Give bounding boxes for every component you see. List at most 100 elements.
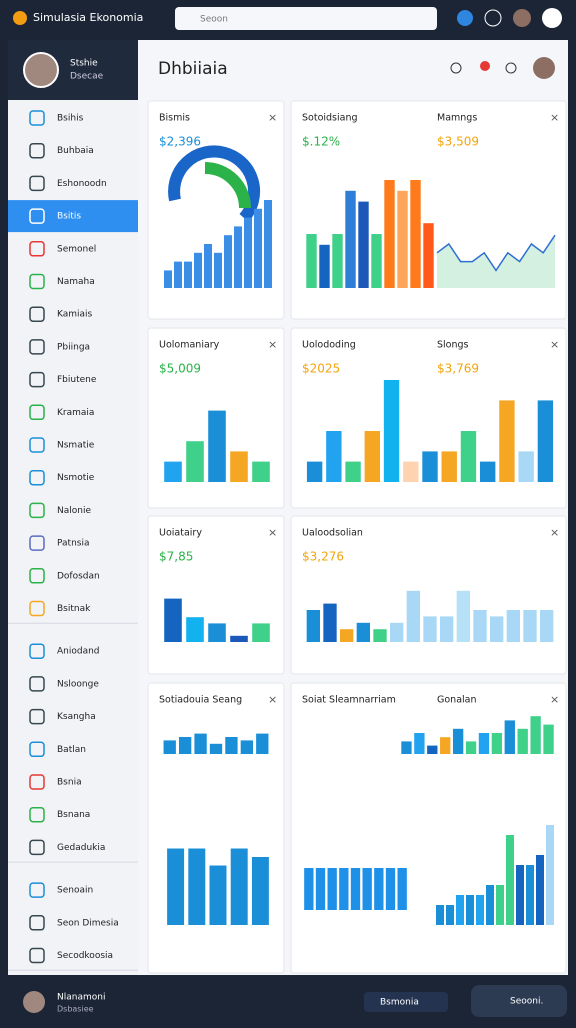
nav-label[interactable]: Pbiinga [57, 342, 90, 352]
bar [326, 431, 342, 482]
card-value: $2025 [302, 362, 340, 376]
nav-label[interactable]: Kramaia [57, 408, 94, 418]
bar [186, 617, 204, 642]
bar [374, 868, 384, 910]
search-box[interactable] [175, 7, 437, 30]
gauge-accent [204, 162, 251, 209]
nav-icon [29, 774, 45, 790]
nav-label[interactable]: Nsloonge [57, 679, 99, 689]
close-icon[interactable]: × [268, 526, 277, 539]
card-title: Gonalan [437, 695, 477, 706]
bar [460, 431, 477, 482]
bar [345, 461, 361, 482]
close-icon[interactable]: × [268, 111, 277, 124]
nav-label[interactable]: Bsnana [57, 810, 90, 820]
nav-label[interactable]: Nsmatie [57, 441, 95, 451]
nav-icon [29, 306, 45, 322]
nav-icon [29, 568, 45, 584]
nav-icon [29, 643, 45, 659]
card-title: Slongs [437, 340, 469, 351]
nav-icon [29, 437, 45, 453]
nav-label[interactable]: Bsnia [57, 778, 82, 788]
button-label: Bsmonia [380, 998, 419, 1008]
close-icon[interactable]: × [550, 526, 559, 539]
close-icon[interactable]: × [550, 693, 559, 706]
bar [499, 400, 515, 482]
bar [256, 733, 269, 754]
nav-label[interactable]: Gedadukia [57, 843, 105, 853]
close-icon[interactable]: × [550, 338, 559, 351]
close[interactable] [542, 8, 562, 28]
nav-label[interactable]: Semonel [57, 244, 96, 254]
bar [384, 180, 395, 288]
nav-label[interactable]: Aniodand [57, 647, 100, 657]
bar [224, 235, 232, 288]
action-button[interactable] [471, 985, 567, 1017]
nav-label[interactable]: Nsmotie [57, 473, 95, 483]
nav-icon [29, 142, 45, 159]
bar [517, 728, 528, 754]
bar [234, 226, 242, 288]
icon[interactable] [457, 10, 473, 26]
area [437, 235, 555, 288]
card [147, 515, 285, 675]
bar [164, 598, 182, 642]
close-icon[interactable]: × [550, 111, 559, 124]
bar [422, 451, 438, 482]
bar [526, 865, 534, 925]
card-value: $3,769 [437, 362, 479, 376]
bar [436, 905, 444, 925]
nav-label[interactable]: Bsitis [57, 212, 81, 222]
nav-label[interactable]: Ksangha [57, 712, 96, 722]
bar [254, 208, 262, 288]
bar [414, 733, 425, 754]
avatar[interactable] [533, 57, 555, 79]
nav-label[interactable]: Dofosdan [57, 571, 100, 581]
nav-label[interactable]: Nalonie [57, 506, 91, 516]
nav-label[interactable]: Batlan [57, 745, 86, 755]
icon[interactable] [484, 9, 502, 27]
nav-label[interactable]: Senoain [57, 886, 93, 896]
user-role: Dsecae [70, 72, 104, 82]
icon[interactable] [450, 62, 462, 74]
bar [209, 743, 223, 754]
nav-label[interactable]: Seon Dimesia [57, 918, 119, 928]
nav-label[interactable]: Namaha [57, 277, 95, 287]
card-value: $5,009 [159, 362, 201, 376]
bar [540, 610, 554, 642]
bar [163, 740, 176, 754]
bar [364, 431, 380, 482]
nav-icon [29, 208, 45, 224]
nav-label[interactable]: Kamiais [57, 310, 93, 320]
bar [397, 868, 407, 910]
bar [516, 865, 524, 925]
close-icon[interactable]: × [268, 693, 277, 706]
brand: Simulasia Ekonomia [33, 11, 143, 24]
card-title: Uolododing [302, 340, 356, 351]
icon[interactable] [480, 61, 490, 71]
card [290, 682, 567, 974]
avatar[interactable] [513, 9, 531, 27]
nav-label[interactable]: Fbiutene [57, 375, 97, 385]
bar [230, 635, 248, 642]
nav-label[interactable]: Bsitnak [57, 604, 91, 614]
icon[interactable] [505, 62, 517, 74]
nav-label[interactable]: Patnsia [57, 539, 89, 549]
nav-label[interactable]: Bsihis [57, 114, 84, 124]
bar [230, 848, 248, 925]
bar [440, 616, 454, 642]
button[interactable] [364, 992, 448, 1012]
card-value: $3,276 [302, 550, 344, 564]
nav-icon [29, 241, 45, 257]
nav-icon [29, 600, 45, 617]
nav-label[interactable]: Secodkoosia [57, 951, 113, 961]
bar [390, 622, 404, 642]
close-icon[interactable]: × [268, 338, 277, 351]
bar [194, 252, 202, 288]
avatar [23, 52, 59, 88]
bar [345, 190, 356, 288]
nav-label[interactable]: Eshonoodn [57, 179, 107, 189]
bar [306, 610, 320, 642]
bar [184, 261, 192, 288]
nav-label[interactable]: Buhbaia [57, 146, 94, 156]
